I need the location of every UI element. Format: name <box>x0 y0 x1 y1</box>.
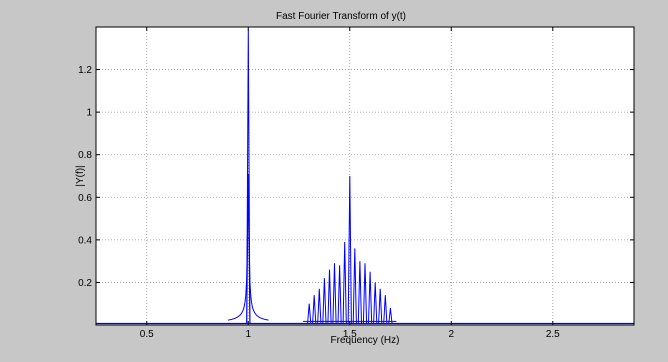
spectrum-peak <box>312 295 317 324</box>
y-tick-label: 0.8 <box>78 150 92 161</box>
spectrum-peak <box>368 271 373 324</box>
y-tick-labels: 0.2 0.4 0.6 0.8 1 1.2 <box>78 65 92 289</box>
x-tick-label: 1.5 <box>343 329 357 340</box>
y-tick-label: 0.6 <box>78 193 92 204</box>
spectrum-leakage <box>227 237 269 321</box>
x-tick-label: 2.5 <box>546 329 560 340</box>
spectrum-peak <box>337 265 342 324</box>
spectrum-peak <box>327 269 332 324</box>
spectrum-peak <box>332 263 337 324</box>
series-lines <box>96 29 634 325</box>
x-tick-label: 0.5 <box>140 329 154 340</box>
x-tick-label: 1 <box>245 329 251 340</box>
y-tick-label: 1 <box>86 108 92 119</box>
spectrum-peak <box>378 288 383 324</box>
spectrum-peak <box>388 307 393 324</box>
spectrum-peak <box>347 175 352 324</box>
y-tick-label: 1.2 <box>78 65 92 76</box>
x-tick-labels: 0.5 1 1.5 2 2.5 <box>140 329 560 340</box>
spectrum-peak <box>317 288 322 324</box>
spectrum-peak <box>352 248 357 324</box>
spectrum-peak <box>357 261 362 324</box>
x-tick-label: 2 <box>449 329 455 340</box>
spectrum-peak <box>373 282 378 324</box>
axes-frame <box>95 26 635 326</box>
y-tick-label: 0.4 <box>78 235 92 246</box>
y-axis-label: |Y(f)| <box>75 165 86 186</box>
y-tick-label: 0.2 <box>78 278 92 289</box>
spectrum-peak <box>362 263 368 324</box>
spectrum-peak <box>246 173 251 324</box>
spectrum-peak <box>342 241 347 324</box>
spectrum-peak <box>246 29 251 324</box>
spectrum-peak <box>383 295 388 324</box>
tick-marks <box>96 27 634 325</box>
spectrum-peak <box>322 278 327 324</box>
x-axis-label: Frequency (Hz) <box>331 335 400 346</box>
spectrum-peak <box>307 303 312 324</box>
chart-title: Fast Fourier Transform of y(t) <box>276 11 406 22</box>
